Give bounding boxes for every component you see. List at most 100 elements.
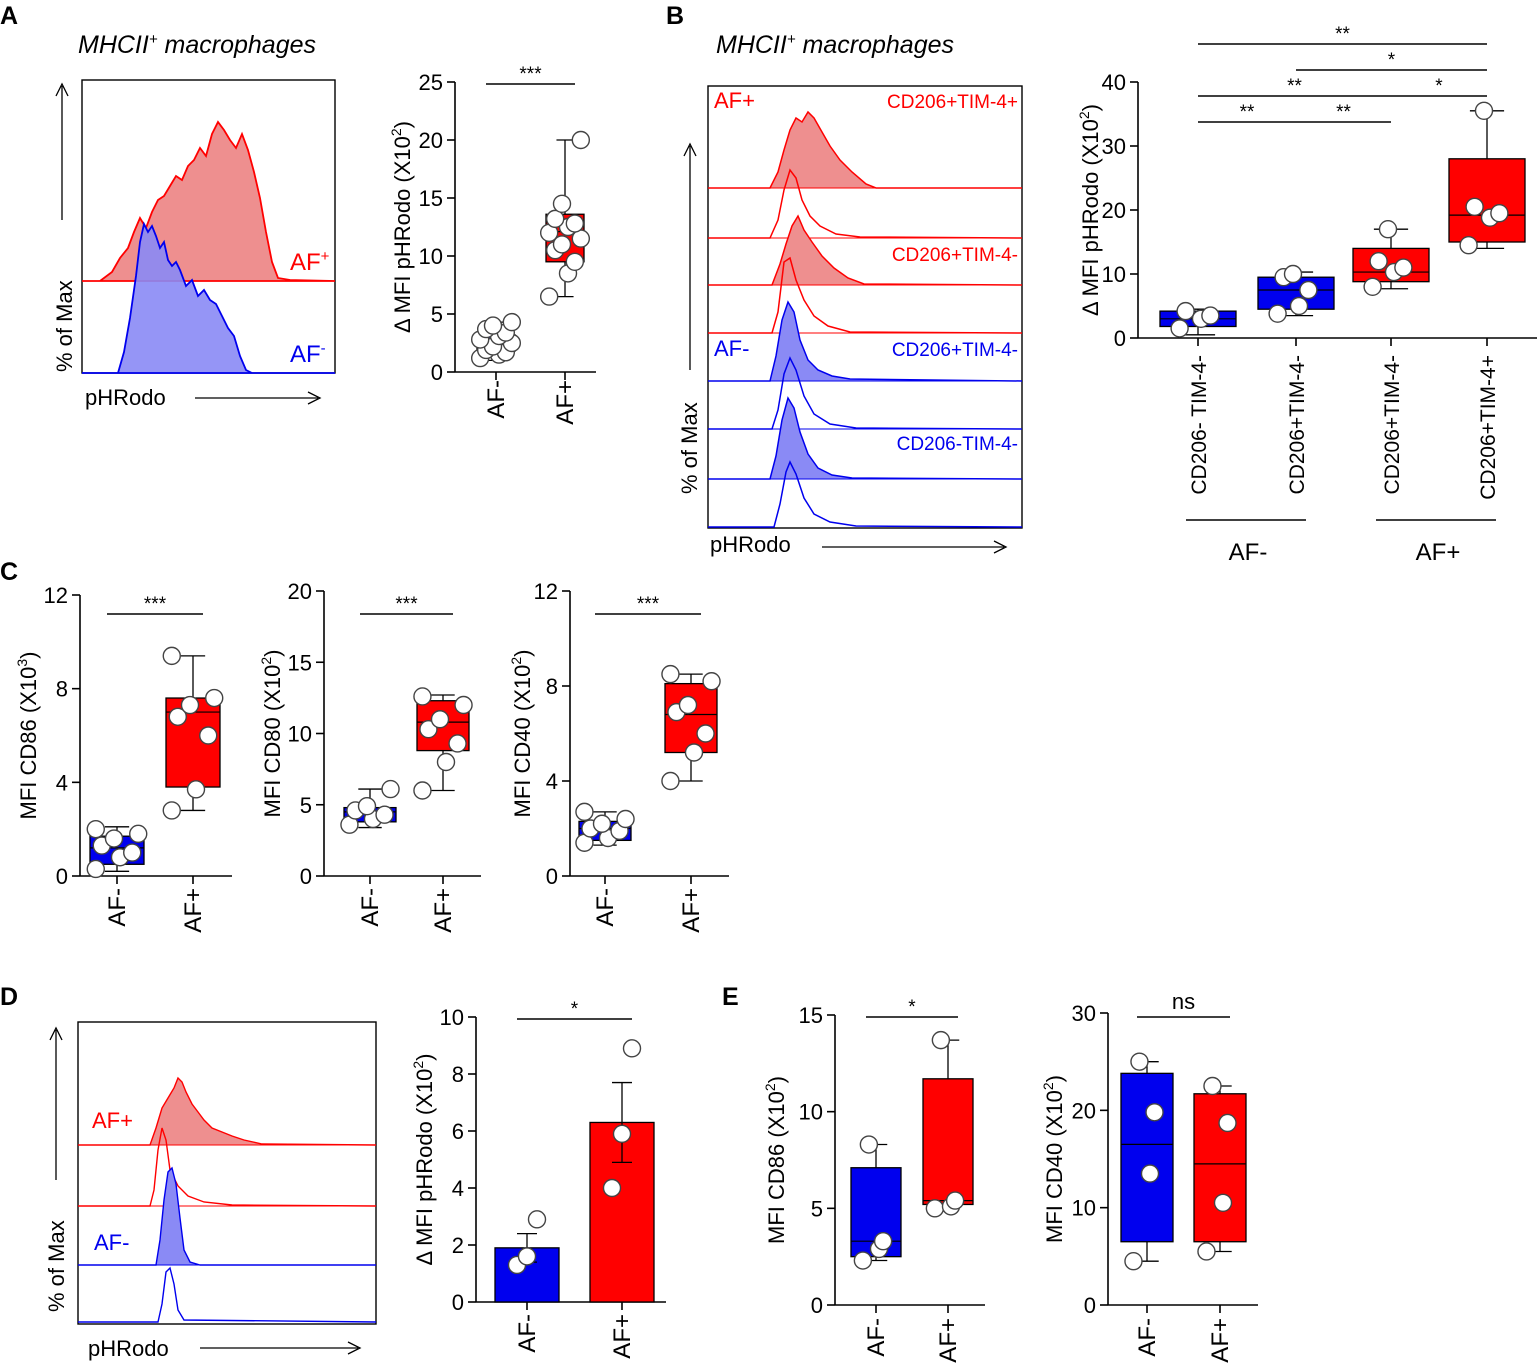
data-point bbox=[565, 252, 585, 271]
y-axis-label-sup: 2 bbox=[258, 657, 274, 665]
data-point bbox=[1490, 203, 1509, 223]
y-axis-label-main: MFI CD80 (X10 bbox=[260, 665, 285, 818]
panel-b-title: MHCII+ macrophages bbox=[716, 31, 954, 59]
data-point bbox=[1465, 197, 1484, 217]
data-point bbox=[180, 695, 200, 715]
data-point bbox=[186, 780, 206, 799]
panel-d-af-pos-fill bbox=[78, 1076, 377, 1146]
data-point bbox=[357, 796, 377, 816]
x-tick-label: AF+ bbox=[678, 888, 705, 933]
data-point bbox=[552, 194, 572, 214]
panel-d-af-neg-label: AF- bbox=[94, 1230, 129, 1255]
y-axis-label-end: ) bbox=[1078, 104, 1103, 111]
panel-b-track-3-fill bbox=[708, 300, 1023, 382]
y-tick-label: 15 bbox=[799, 1003, 823, 1028]
data-point bbox=[129, 824, 148, 844]
panel-b-group-af-neg: AF- bbox=[1229, 539, 1268, 566]
panel-d-y-arrowhead bbox=[49, 1026, 63, 1041]
data-point bbox=[1363, 277, 1382, 296]
panel-b-box-chart: 0 10 20 30 40 Δ MFI pHRodo (X102) CD206- TIM-4… bbox=[1076, 24, 1537, 500]
data-point bbox=[205, 688, 224, 708]
y-tick-label: 20 bbox=[1102, 198, 1126, 223]
data-point bbox=[1203, 1076, 1222, 1096]
x-tick-label: AF- bbox=[104, 888, 131, 927]
y-axis-label-end: ) bbox=[412, 1053, 437, 1060]
significance-label: ** bbox=[1336, 102, 1351, 123]
y-axis-label: MFI CD80 (X102) bbox=[258, 650, 285, 818]
y-axis-label: MFI CD86 (X103) bbox=[14, 652, 41, 820]
panel-b-track-2-fill bbox=[708, 214, 1023, 286]
panel-c-cd80-box-chart: 0 5 10 15 20 MFI CD80 (X102) AF- AF+ *** bbox=[258, 579, 481, 933]
panel-a-x-arrowhead bbox=[307, 391, 322, 405]
data-point bbox=[1213, 1193, 1233, 1213]
panel-b-histogram: MHCII+ macrophages AF+ AF- CD206+TIM-4+ … bbox=[677, 31, 1496, 566]
panel-b-track-3-outline bbox=[708, 356, 1023, 430]
data-point bbox=[545, 209, 565, 229]
panel-d-hist-ylabel: % of Max bbox=[44, 1220, 69, 1312]
panel-b-track-label-3: CD206+TIM-4- bbox=[892, 340, 1018, 361]
significance-label: ** bbox=[1335, 24, 1350, 45]
y-tick-label: 0 bbox=[300, 864, 312, 889]
y-tick-label: 8 bbox=[56, 677, 68, 702]
y-tick-label: 10 bbox=[419, 244, 443, 269]
data-point bbox=[622, 1039, 642, 1058]
y-tick-label: 0 bbox=[1084, 1293, 1096, 1318]
y-tick-label: 2 bbox=[452, 1233, 464, 1258]
x-tick-label: AF+ bbox=[430, 888, 457, 933]
panel-a-box-chart: 0 5 10 15 20 25 Δ MFI pHRodo (X102) AF- AF+ *** bbox=[388, 64, 596, 425]
panel-d-af-neg-outline bbox=[78, 1266, 377, 1323]
x-tick-label: AF+ bbox=[609, 1314, 636, 1359]
y-axis-label-main: MFI CD40 (X10 bbox=[1042, 1090, 1067, 1243]
panel-b-track-2-outline bbox=[708, 256, 1023, 334]
x-tick-label: AF+ bbox=[180, 888, 207, 933]
panel-a-histogram: MHCII+ macrophages AF+ AF- % of Max pHRo… bbox=[52, 31, 336, 410]
box-iqr bbox=[1120, 1072, 1174, 1243]
data-point bbox=[1369, 252, 1388, 271]
y-axis-label-end: ) bbox=[1042, 1075, 1067, 1082]
data-point bbox=[86, 859, 105, 879]
data-point bbox=[612, 1124, 632, 1144]
y-tick-label: 0 bbox=[431, 360, 443, 385]
data-point bbox=[592, 814, 612, 833]
data-point bbox=[413, 687, 432, 706]
y-axis-label: Δ MFI pHRodo (X102) bbox=[388, 121, 415, 333]
panel-b-af-pos-label: AF+ bbox=[714, 88, 755, 113]
data-point bbox=[381, 779, 400, 799]
data-point bbox=[1130, 1052, 1149, 1071]
y-axis-label-sup: 2 bbox=[388, 128, 404, 136]
data-point bbox=[565, 214, 585, 233]
data-point bbox=[678, 695, 698, 715]
y-axis-label-sup: 2 bbox=[762, 1083, 778, 1091]
panel-d-af-pos-label: AF+ bbox=[92, 1108, 133, 1133]
panel-d-x-arrowhead bbox=[347, 1341, 362, 1355]
y-axis-label-sup: 2 bbox=[1040, 1082, 1056, 1090]
panel-b-group-af-pos: AF+ bbox=[1416, 539, 1461, 566]
significance-label: * bbox=[908, 997, 916, 1018]
data-point bbox=[945, 1191, 965, 1210]
x-tick-label: AF- bbox=[1134, 1318, 1161, 1357]
y-tick-label: 40 bbox=[1102, 70, 1126, 95]
y-axis-label: Δ MFI pHRodo (X102) bbox=[1076, 104, 1103, 316]
significance-label: * bbox=[1435, 76, 1443, 97]
data-point bbox=[162, 801, 181, 820]
panel-a-af-neg-label: AF- bbox=[290, 340, 326, 368]
y-tick-label: 8 bbox=[452, 1062, 464, 1087]
panel-a-af-pos-label: AF+ bbox=[290, 248, 330, 276]
data-point bbox=[853, 1251, 873, 1270]
panel-a-af-neg-histogram bbox=[82, 221, 335, 374]
data-point bbox=[552, 235, 572, 254]
x-tick-label: CD206+TIM-4- bbox=[1286, 355, 1309, 494]
data-point bbox=[1459, 235, 1478, 255]
y-tick-label: 8 bbox=[546, 674, 558, 699]
panel-d-hist-frame bbox=[77, 1021, 377, 1325]
data-point bbox=[1124, 1251, 1143, 1271]
panel-e-cd40-box-chart: 0 10 20 30 MFI CD40 (X102) AF- AF+ ns bbox=[1040, 989, 1258, 1363]
data-point bbox=[661, 771, 680, 791]
y-axis-label-main: MFI CD86 (X10 bbox=[764, 1091, 789, 1244]
data-point bbox=[873, 1231, 893, 1251]
panel-b-x-arrowhead bbox=[993, 540, 1008, 554]
x-tick-label: CD206+TIM-4+ bbox=[1477, 355, 1500, 500]
data-point bbox=[419, 720, 438, 739]
panel-b-hist-xlabel: pHRodo bbox=[710, 532, 791, 557]
y-axis-label-sup: 2 bbox=[508, 657, 524, 665]
